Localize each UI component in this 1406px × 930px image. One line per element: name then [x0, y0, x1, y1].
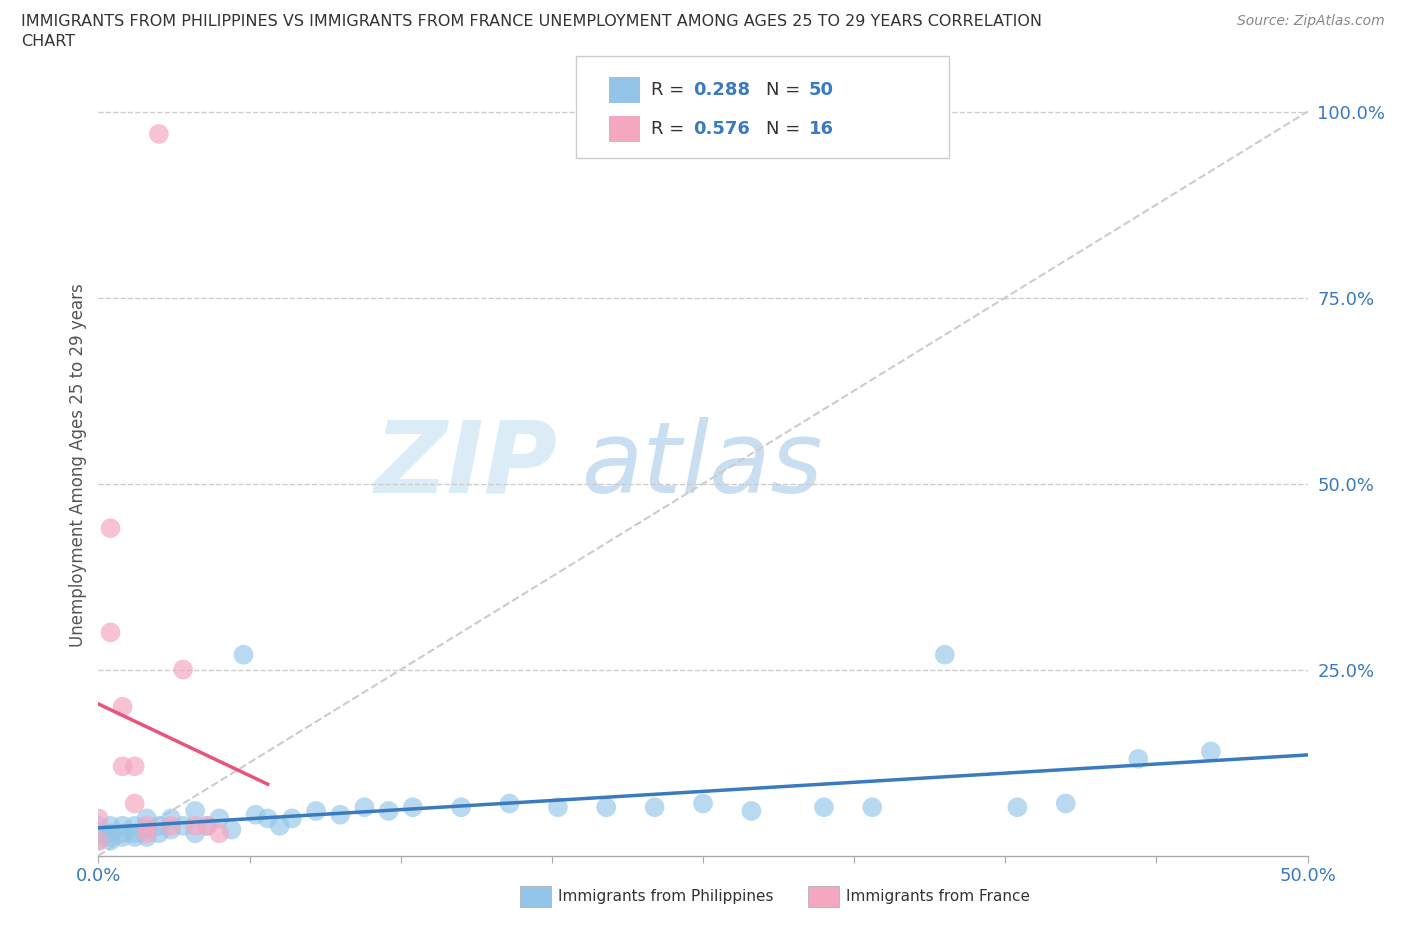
Point — [124, 759, 146, 774]
Point — [547, 800, 569, 815]
Point — [595, 800, 617, 815]
Point — [208, 811, 231, 826]
Point — [195, 818, 218, 833]
Point — [305, 804, 328, 818]
Text: Immigrants from France: Immigrants from France — [846, 889, 1031, 904]
Point — [135, 818, 157, 833]
Point — [100, 818, 122, 833]
Point — [184, 826, 207, 841]
Point — [87, 818, 110, 833]
Text: Immigrants from Philippines: Immigrants from Philippines — [558, 889, 773, 904]
Text: 16: 16 — [808, 120, 834, 139]
Point — [100, 830, 122, 844]
Point — [402, 800, 425, 815]
Text: Source: ZipAtlas.com: Source: ZipAtlas.com — [1237, 14, 1385, 28]
Point — [281, 811, 304, 826]
Point — [377, 804, 399, 818]
Point — [87, 833, 110, 848]
Point — [124, 826, 146, 841]
Point — [813, 800, 835, 815]
Point — [87, 811, 110, 826]
Point — [208, 826, 231, 841]
Point — [195, 818, 218, 833]
Point — [450, 800, 472, 815]
Point — [692, 796, 714, 811]
Point — [934, 647, 956, 662]
Text: CHART: CHART — [21, 34, 75, 49]
Point — [111, 830, 134, 844]
Point — [135, 822, 157, 837]
Text: ZIP: ZIP — [375, 417, 558, 513]
Point — [329, 807, 352, 822]
Point — [111, 818, 134, 833]
Point — [124, 796, 146, 811]
Point — [135, 830, 157, 844]
Point — [1007, 800, 1029, 815]
Text: N =: N = — [766, 120, 806, 139]
Text: atlas: atlas — [582, 417, 824, 513]
Point — [100, 826, 122, 841]
Point — [148, 126, 170, 141]
Point — [221, 822, 243, 837]
Text: N =: N = — [766, 81, 806, 100]
Text: 0.576: 0.576 — [693, 120, 749, 139]
Point — [87, 826, 110, 841]
Point — [124, 818, 146, 833]
Y-axis label: Unemployment Among Ages 25 to 29 years: Unemployment Among Ages 25 to 29 years — [69, 283, 87, 647]
Point — [160, 811, 183, 826]
Point — [100, 521, 122, 536]
Point — [148, 826, 170, 841]
Point — [256, 811, 278, 826]
Point — [740, 804, 762, 818]
Text: 50: 50 — [808, 81, 834, 100]
Point — [111, 759, 134, 774]
Point — [160, 818, 183, 833]
Point — [269, 818, 291, 833]
Point — [172, 818, 194, 833]
Point — [87, 833, 110, 848]
Point — [111, 826, 134, 841]
Point — [498, 796, 520, 811]
Point — [1199, 744, 1222, 759]
Point — [172, 662, 194, 677]
Point — [1054, 796, 1077, 811]
Point — [124, 830, 146, 844]
Point — [860, 800, 883, 815]
Text: R =: R = — [651, 120, 690, 139]
Text: 0.288: 0.288 — [693, 81, 751, 100]
Point — [232, 647, 254, 662]
Point — [100, 625, 122, 640]
Point — [184, 818, 207, 833]
Point — [111, 699, 134, 714]
Point — [160, 822, 183, 837]
Text: R =: R = — [651, 81, 690, 100]
Point — [644, 800, 666, 815]
Point — [135, 811, 157, 826]
Point — [245, 807, 267, 822]
Text: IMMIGRANTS FROM PHILIPPINES VS IMMIGRANTS FROM FRANCE UNEMPLOYMENT AMONG AGES 25: IMMIGRANTS FROM PHILIPPINES VS IMMIGRANT… — [21, 14, 1042, 29]
Point — [100, 833, 122, 848]
Point — [353, 800, 375, 815]
Point — [148, 818, 170, 833]
Point — [135, 826, 157, 841]
Point — [1128, 751, 1150, 766]
Point — [184, 804, 207, 818]
